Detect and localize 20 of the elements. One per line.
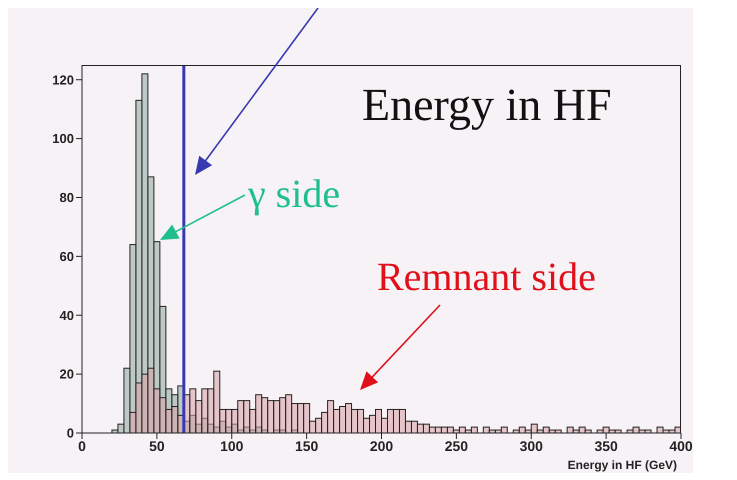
- y-tick-label: 100: [52, 131, 74, 146]
- y-tick-label: 20: [60, 366, 74, 382]
- y-tick-label: 60: [60, 248, 74, 264]
- text: γ side: [248, 170, 340, 217]
- y-tick-label: 40: [60, 308, 74, 323]
- x-tick-label: 250: [444, 438, 468, 454]
- x-tick-label: 300: [520, 438, 544, 454]
- text: Remnant side: [377, 253, 596, 300]
- x-axis-title: Energy in HF (GeV): [568, 458, 677, 472]
- y-tick-label: 0: [66, 426, 74, 441]
- x-tick-label: 350: [594, 438, 618, 454]
- x-tick-label: 0: [78, 438, 86, 454]
- x-tick-label: 150: [294, 438, 319, 454]
- chart-title: Energy in HF: [362, 78, 612, 131]
- x-tick-label: 100: [220, 438, 244, 454]
- y-tick-label: 120: [52, 72, 74, 88]
- x-tick-label: 200: [370, 438, 394, 454]
- y-tick-label: 80: [60, 190, 74, 206]
- x-tick-label: 400: [669, 438, 693, 454]
- x-tick-label: 50: [149, 438, 165, 454]
